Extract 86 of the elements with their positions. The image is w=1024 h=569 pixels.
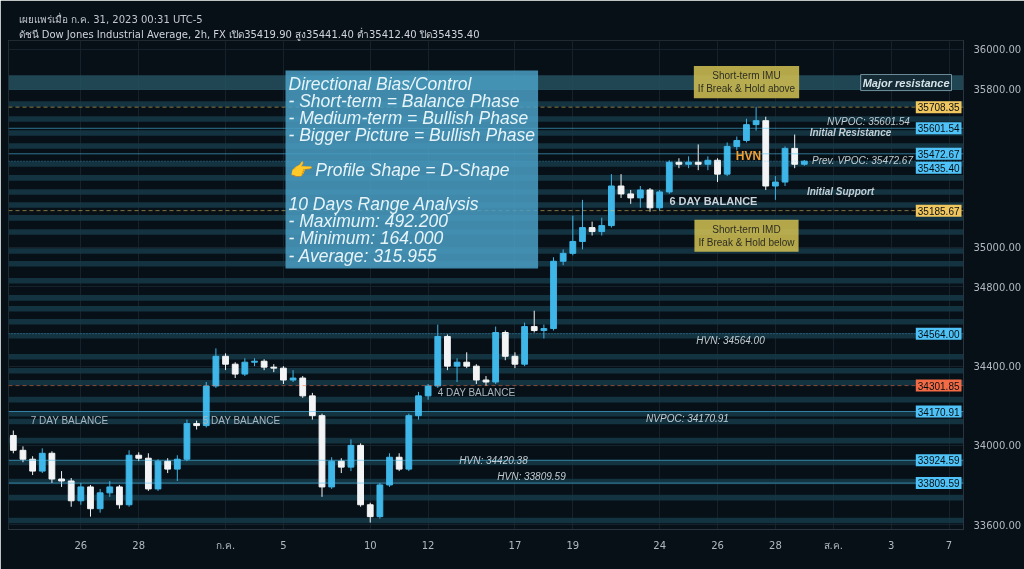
candlestick (501, 330, 509, 361)
ref-line-label: 34301.85 (917, 380, 960, 392)
annotation: NVPOC: 35601.54 (827, 116, 911, 128)
y-tick-label: 34800.00 (973, 281, 1022, 293)
x-tick-label: 19 (566, 539, 580, 551)
annotation: 4 DAY BALANCE (437, 387, 516, 399)
annotation: HVN: 34564.00 (696, 334, 766, 346)
candlestick (415, 391, 422, 421)
candlestick (366, 502, 374, 524)
candlestick (579, 199, 586, 250)
candlestick (299, 375, 307, 399)
candlestick (87, 484, 94, 518)
candlestick (675, 157, 683, 169)
y-tick-label: 34000.00 (973, 440, 1022, 452)
x-tick-label: ส.ค. (823, 539, 843, 551)
x-tick-label: 3 (887, 539, 895, 551)
candlestick (791, 134, 799, 169)
candlestick (9, 430, 17, 454)
annotation: 7 DAY BALANCE (30, 415, 109, 427)
candlestick (77, 482, 85, 506)
x-tick-label: 10 (363, 539, 377, 551)
candlestick (569, 215, 577, 256)
annotation: HVN: 33809.59 (497, 471, 567, 483)
x-tick-label: 28 (132, 539, 146, 551)
candlestick (289, 369, 297, 383)
annotation: HVN: 34420.38 (459, 454, 529, 466)
candlestick (588, 221, 596, 237)
candlestick (29, 455, 37, 476)
band-label: Major resistance (862, 76, 950, 89)
ref-line-label: 35435.40 (917, 162, 960, 174)
chart-title: เผยแพร่เมื่อ ก.ค. 31, 2023 00:31 UTC-5 (18, 11, 203, 25)
candlestick (116, 484, 123, 510)
text: Directional Bias/Control - Short-term = Balance Phase - Medium-term = Bullish Phase - Bigger Picture = Bullish Phase 👉 Profile Shape = D-Shape 10 Days Range Analysis - Maximum: 492.200 - Minimum: 164.000 - Average: 315.955 (288, 73, 536, 266)
candlestick (530, 310, 538, 334)
x-tick-label: 26 (711, 539, 724, 551)
candlestick (540, 324, 548, 339)
x-tick-label: 26 (74, 539, 88, 551)
candlestick (772, 175, 779, 201)
x-tick-label: ก.ค. (215, 539, 236, 551)
candlestick (714, 157, 721, 183)
x-tick-label: 7 (945, 539, 953, 551)
annotation: Short-term IMD If Break & Hold below (698, 223, 796, 248)
ref-line-label: 35601.54 (917, 123, 960, 135)
annotation: 6 DAY BALANCE (669, 194, 758, 207)
ref-line-label: 35708.35 (917, 102, 960, 114)
y-tick-label: 34400.00 (973, 361, 1022, 373)
candlestick (472, 363, 480, 385)
ref-line-label: 35185.67 (917, 205, 960, 217)
x-tick-label: 17 (508, 539, 522, 551)
candlestick (636, 185, 644, 209)
annotation: NVPOC: 34170.91 (646, 412, 729, 424)
ref-line-label: 35472.67 (917, 148, 960, 160)
annotation: HVN (735, 149, 762, 164)
x-tick-label: 24 (653, 539, 667, 551)
y-tick-label: 33600.00 (973, 519, 1022, 531)
annotation: 5 DAY BALANCE (202, 415, 281, 427)
candlestick (704, 155, 712, 171)
candlestick (38, 447, 46, 474)
candlestick (646, 187, 654, 213)
y-tick-label: 35000.00 (973, 242, 1022, 254)
chart-subtitle: ดัชนี Dow Jones Industrial Average, 2h, FX เปิด35419.90 สูง35441.40 ต่ำ35412.40 ปิด35435.40 (18, 26, 480, 41)
candlestick (67, 477, 75, 508)
y-tick-label: 36000.00 (973, 44, 1022, 56)
candlestick (453, 357, 461, 383)
candlestick (96, 488, 104, 514)
candlestick (656, 189, 664, 212)
annotation: Prev. VPOC: 35472.67 (812, 154, 914, 166)
x-tick-label: 12 (421, 539, 435, 551)
y-tick-label: 35800.00 (973, 84, 1022, 95)
ref-line-label: 33924.59 (917, 455, 960, 467)
ref-line-label: 34170.91 (917, 406, 960, 418)
candlestick (308, 392, 316, 421)
ref-line-label: 34564.00 (917, 328, 960, 340)
annotation: Initial Resistance (809, 127, 892, 139)
x-tick-label: 5 (280, 539, 287, 551)
ref-line-label: 33809.59 (917, 478, 960, 490)
candlestick (694, 143, 702, 171)
candlestick (173, 454, 181, 482)
x-tick-label: 28 (769, 539, 782, 551)
candlestick (617, 173, 625, 199)
candlestick (347, 438, 355, 472)
candlestick (752, 106, 760, 132)
candlestick (743, 118, 750, 143)
annotation: Short-term IMU If Break & Hold above (697, 69, 796, 95)
candlestick (482, 375, 490, 387)
annotation: Initial Support (806, 186, 875, 198)
